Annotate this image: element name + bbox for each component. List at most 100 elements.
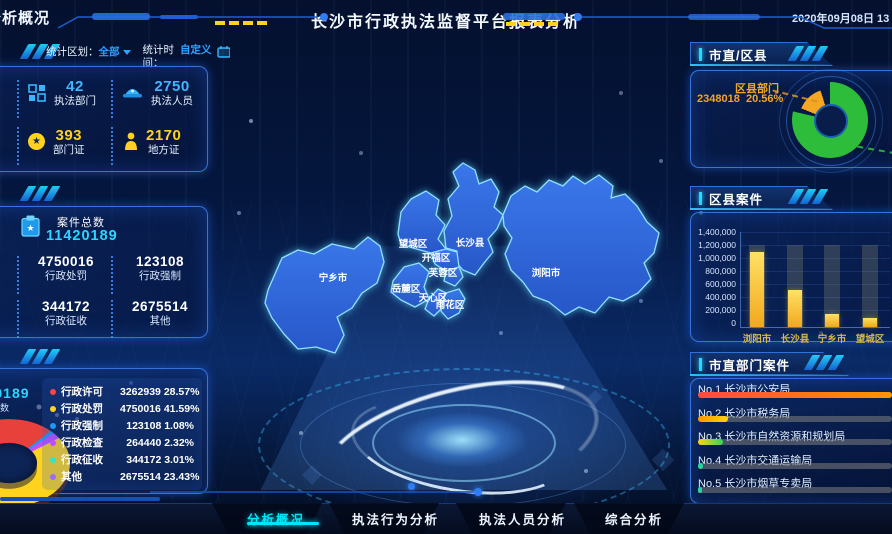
stat-value: 2675514 bbox=[131, 299, 189, 314]
chevron-down-icon bbox=[122, 49, 131, 55]
donut-outer-ring bbox=[779, 69, 883, 173]
legend-row[interactable]: 行政征收 344172 3.01% bbox=[50, 452, 194, 467]
x-axis bbox=[740, 327, 890, 328]
panel-stripes-decoration bbox=[19, 186, 61, 201]
legend-value: 264440 2.32% bbox=[126, 436, 194, 449]
rank-bar-track bbox=[698, 416, 892, 422]
stat-value: 123108 bbox=[135, 254, 185, 269]
legend-dot bbox=[50, 388, 56, 395]
time-filter[interactable]: 统计时间： 自定义 bbox=[143, 44, 231, 70]
map-label: 天心区 bbox=[419, 293, 448, 304]
stat-value: 344172 bbox=[41, 299, 91, 314]
calendar-icon[interactable] bbox=[217, 45, 231, 58]
panel-stripes-decoration bbox=[803, 355, 845, 370]
header-accent-bar bbox=[699, 192, 702, 205]
circuit-line bbox=[0, 497, 160, 501]
case-category-legend: 行政许可 3262939 28.57% 行政处罚 4750016 41.59% 行政… bbox=[42, 378, 202, 490]
map-label: 岳麓区 bbox=[392, 283, 421, 295]
tab-backplate bbox=[329, 503, 439, 534]
bar-changshaxian bbox=[788, 290, 802, 327]
svg-text:★: ★ bbox=[26, 223, 34, 233]
map-district-yuhua[interactable] bbox=[440, 288, 466, 320]
legend-dot bbox=[50, 456, 56, 463]
legend-label: 行政征收 bbox=[61, 454, 103, 466]
legend-row[interactable]: 行政许可 3262939 28.57% bbox=[50, 384, 199, 399]
callout-values: 2348018 20.56% bbox=[697, 93, 783, 105]
map-district-liuyang[interactable] bbox=[502, 174, 660, 316]
legend-dot bbox=[50, 422, 56, 429]
changsha-district-map: 宁乡市 望城区 长沙县 开福区 芙蓉区 岳麓区 天心区 雨花区 浏阳市 bbox=[264, 162, 660, 354]
header-accent-bar bbox=[699, 358, 702, 371]
bar-ningxiang bbox=[825, 314, 839, 327]
legend-row[interactable]: 行政处罚 4750016 41.59% bbox=[50, 401, 199, 416]
y-tick: 800,000 bbox=[705, 266, 736, 276]
legend-value: 4750016 41.59% bbox=[120, 402, 200, 415]
map-district-furong[interactable] bbox=[443, 266, 464, 287]
tab-comprehensive[interactable]: 综合分析 bbox=[605, 513, 664, 527]
legend-label: 行政许可 bbox=[61, 386, 103, 398]
stat-label: 行政处罚 bbox=[45, 270, 87, 283]
gridline bbox=[740, 310, 890, 311]
donut-center-value: 11420189 bbox=[0, 385, 30, 401]
person-badge-icon bbox=[125, 132, 137, 151]
y-tick: 400,000 bbox=[705, 292, 736, 302]
bar-background bbox=[862, 245, 878, 327]
stat-label: 其他 bbox=[149, 315, 171, 328]
map-district-yuelu[interactable] bbox=[390, 262, 430, 308]
legend-row[interactable]: 其他 2675514 23.43% bbox=[50, 469, 199, 484]
stat-label: 行政征收 bbox=[45, 315, 87, 328]
stat-penalty: 4750016 行政处罚 bbox=[24, 254, 108, 283]
district-filter[interactable]: 统计区划：全部 bbox=[46, 44, 131, 59]
legend-dot bbox=[50, 473, 56, 480]
stat-enforcement-depts: 42 执法部门 bbox=[28, 78, 96, 107]
tab-backplate bbox=[574, 503, 684, 534]
tab-enforcement-staff[interactable]: 执法人员分析 bbox=[479, 513, 567, 527]
callout-label: 区县部门 bbox=[735, 83, 779, 95]
x-tick: 浏阳市 bbox=[742, 334, 772, 345]
stat-local-certs: 2170 地方证 bbox=[124, 127, 181, 156]
legend-row[interactable]: 行政强制 123108 1.08% bbox=[50, 418, 194, 433]
stat-value: 4750016 bbox=[37, 254, 95, 269]
stat-label: 地方证 bbox=[147, 144, 180, 157]
police-cap-icon bbox=[123, 88, 142, 98]
stat-label: 执法人员 bbox=[151, 95, 193, 108]
circuit-line bbox=[150, 491, 480, 493]
case-category-donut bbox=[0, 419, 70, 507]
map-district-ningxiang[interactable] bbox=[264, 236, 385, 354]
panel-stripes-decoration bbox=[19, 349, 61, 364]
panel-stripes-decoration bbox=[787, 46, 829, 61]
divider bbox=[111, 80, 113, 118]
map-label: 长沙县 bbox=[456, 237, 485, 249]
map-district-wangcheng[interactable] bbox=[397, 190, 447, 254]
panel-title: 市直部门案件 bbox=[709, 358, 791, 373]
time-filter-value[interactable]: 自定义 bbox=[179, 44, 212, 56]
stat-label: 行政强制 bbox=[139, 270, 181, 283]
tab-enforcement-behavior[interactable]: 执法行为分析 bbox=[352, 513, 440, 527]
bar-background bbox=[824, 245, 840, 327]
y-tick: 1,400,000 bbox=[698, 227, 736, 237]
bar-wangcheng bbox=[863, 318, 877, 327]
map-district-changshaxian[interactable] bbox=[443, 162, 504, 276]
rank-bar-track bbox=[698, 487, 892, 493]
stat-value: 393 bbox=[55, 127, 83, 144]
filter-bar: 统计区划：全部 统计时间： 自定义 bbox=[46, 44, 231, 70]
stat-label: 执法部门 bbox=[54, 95, 96, 108]
tab-analysis-overview[interactable]: 分析概况 bbox=[247, 513, 306, 527]
donut-hole bbox=[814, 104, 848, 138]
rank-bar-track bbox=[698, 463, 892, 469]
gridline bbox=[740, 258, 890, 259]
map-label: 宁乡市 bbox=[319, 272, 348, 284]
map-label: 望城区 bbox=[399, 238, 428, 250]
legend-label: 行政检查 bbox=[61, 437, 103, 449]
district-filter-value[interactable]: 全部 bbox=[98, 46, 120, 58]
legend-label: 其他 bbox=[61, 471, 82, 483]
y-axis bbox=[740, 232, 741, 327]
header-accent-bar bbox=[699, 48, 702, 61]
circuit-dot bbox=[408, 483, 415, 490]
gridline bbox=[740, 245, 890, 246]
y-tick: 200,000 bbox=[705, 305, 736, 315]
y-tick: 600,000 bbox=[705, 279, 736, 289]
stat-levy: 344172 行政征收 bbox=[24, 299, 108, 328]
legend-row[interactable]: 行政检查 264440 2.32% bbox=[50, 435, 194, 450]
